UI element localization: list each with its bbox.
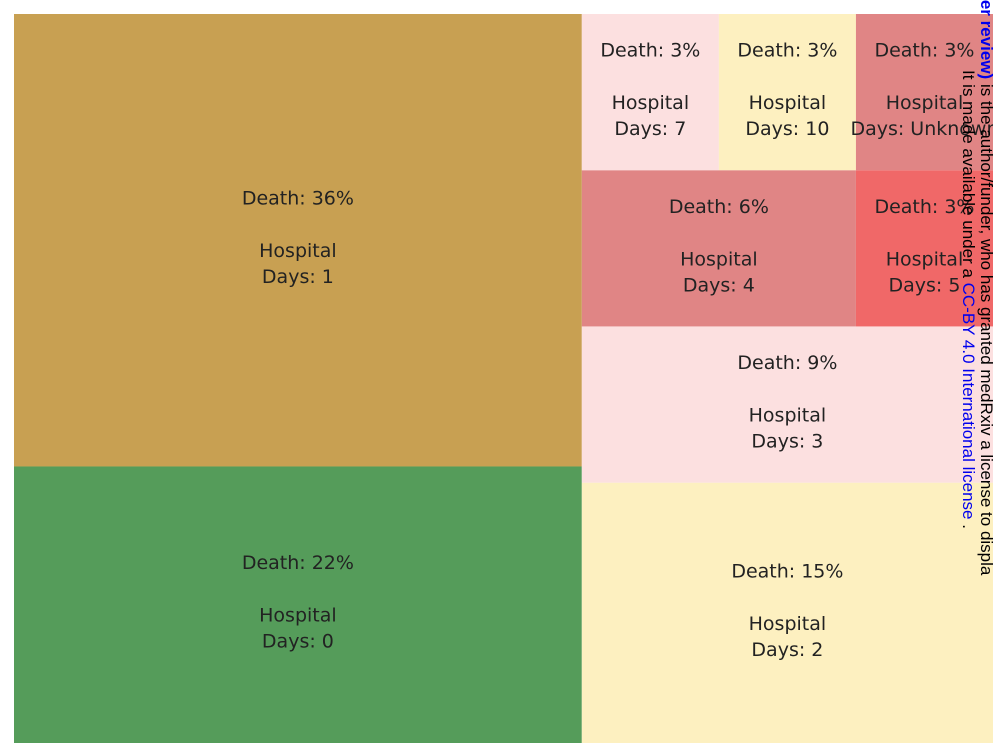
treemap-cell [581, 14, 719, 171]
treemap-cell [581, 170, 856, 327]
treemap-cell [718, 14, 856, 171]
watermark: peer review) is the author/funder, who h… [959, 0, 993, 576]
treemap-cell [855, 14, 993, 171]
category-label: Hospital Days: Unknown [850, 92, 993, 140]
category-label: Hospital Days: 7 [612, 92, 690, 140]
value-label: Death: 15% [731, 560, 843, 582]
watermark-span: It is made available under a [959, 70, 978, 283]
value-label: Death: 3% [874, 40, 974, 62]
value-label: Death: 22% [242, 552, 354, 574]
treemap-cell [581, 482, 993, 743]
value-label: Death: 9% [737, 352, 837, 374]
value-label: Death: 6% [669, 196, 769, 218]
category-label: Hospital Days: 3 [749, 404, 827, 452]
category-label: Hospital Days: 5 [886, 248, 964, 296]
watermark-link[interactable]: CC-BY 4.0 International license [959, 283, 978, 520]
category-label: Hospital Days: 1 [259, 240, 337, 288]
watermark-text: It is made available under a CC-BY 4.0 I… [959, 70, 978, 529]
watermark-span: . [959, 520, 978, 529]
category-label: Hospital Days: 10 [745, 92, 829, 140]
value-label: Death: 3% [874, 196, 974, 218]
watermark-link[interactable]: peer review) [977, 0, 993, 79]
treemap-cell [581, 326, 993, 483]
watermark-span: is the author/funder, who has granted me… [977, 79, 993, 576]
category-label: Hospital Days: 4 [680, 248, 758, 296]
treemap-cell [855, 170, 993, 327]
category-label: Hospital Days: 2 [749, 612, 827, 660]
category-label: Hospital Days: 0 [259, 604, 337, 652]
watermark-text: peer review) is the author/funder, who h… [977, 0, 993, 576]
value-label: Death: 3% [737, 40, 837, 62]
treemap: Death: 36% Hospital Days: 1 Death: 22% Hospi… [14, 14, 993, 743]
treemap-cell [14, 466, 582, 743]
treemap-cell [14, 14, 582, 467]
value-label: Death: 3% [600, 40, 700, 62]
value-label: Death: 36% [242, 188, 354, 210]
